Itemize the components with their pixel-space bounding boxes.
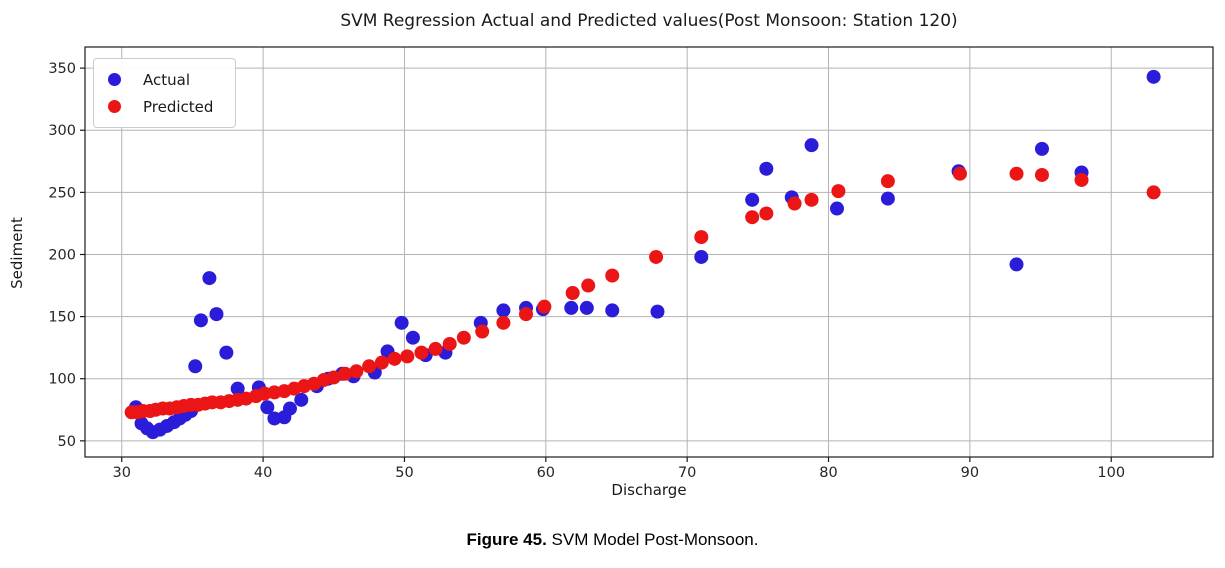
scatter-point-actual <box>1034 141 1049 156</box>
scatter-point-predicted <box>1146 185 1161 200</box>
plot-border <box>84 46 1214 458</box>
scatter-point-actual <box>1009 257 1024 272</box>
figure-caption-number: Figure 45. <box>466 530 547 549</box>
scatter-point-predicted <box>952 166 967 181</box>
scatter-point-predicted <box>519 307 534 322</box>
predicted-marker-icon <box>108 100 121 113</box>
scatter-point-actual <box>694 249 709 264</box>
scatter-point-predicted <box>694 230 709 245</box>
scatter-point-predicted <box>831 184 846 199</box>
scatter-point-predicted <box>605 268 620 283</box>
y-tick-label: 50 <box>58 434 76 450</box>
figure-caption-text: SVM Model Post-Monsoon. <box>546 530 759 549</box>
scatter-point-predicted <box>338 366 353 381</box>
legend-label-predicted: Predicted <box>143 97 214 116</box>
scatter-point-predicted <box>387 351 402 366</box>
scatter-point-actual <box>496 303 511 318</box>
scatter-point-actual <box>219 345 234 360</box>
scatter-point-predicted <box>414 345 429 360</box>
x-tick-label: 40 <box>254 465 272 481</box>
scatter-point-actual <box>193 313 208 328</box>
y-axis-label: Sediment <box>8 217 26 289</box>
scatter-point-predicted <box>581 278 596 293</box>
scatter-point-predicted <box>804 192 819 207</box>
scatter-point-predicted <box>362 359 377 374</box>
scatter-point-actual <box>294 392 309 407</box>
scatter-point-actual <box>650 304 665 319</box>
x-tick-label: 100 <box>1097 465 1125 481</box>
scatter-point-actual <box>394 315 409 330</box>
y-tick-label: 200 <box>48 247 76 263</box>
x-axis-label: Discharge <box>611 481 687 499</box>
legend-label-actual: Actual <box>143 70 190 89</box>
y-tick-label: 100 <box>48 372 76 388</box>
scatter-point-predicted <box>326 370 341 385</box>
y-tick-label: 300 <box>48 123 76 139</box>
scatter-point-predicted <box>1034 167 1049 182</box>
x-tick-label: 70 <box>678 465 696 481</box>
x-tick-label: 80 <box>819 465 837 481</box>
x-tick-label: 30 <box>113 465 131 481</box>
scatter-point-predicted <box>400 349 415 364</box>
scatter-point-actual <box>830 201 844 216</box>
scatter-point-actual <box>405 330 420 345</box>
scatter-point-predicted <box>1074 172 1089 187</box>
scatter-point-predicted <box>880 174 895 189</box>
scatter-point-predicted <box>442 336 457 351</box>
x-tick-label: 90 <box>961 465 979 481</box>
scatter-point-predicted <box>374 355 389 370</box>
scatter-plot-canvas: 30 40 50 60 70 80 90 100 50 100 150 200 250 300 350 <box>48 46 1214 481</box>
scatter-point-predicted <box>649 249 664 264</box>
scatter-point-predicted <box>565 286 580 300</box>
y-tick-label: 150 <box>48 310 76 326</box>
scatter-point-predicted <box>428 341 443 356</box>
scatter-point-predicted <box>1009 166 1024 181</box>
scatter-point-actual <box>282 401 297 416</box>
scatter-point-actual <box>579 300 594 315</box>
x-tick-label: 60 <box>537 465 555 481</box>
scatter-point-predicted <box>456 330 471 345</box>
chart-area: 30 40 50 60 70 80 90 100 50 100 150 200 250 300 350 SV… <box>8 11 1214 499</box>
scatter-point-predicted <box>349 364 364 379</box>
scatter-point-actual <box>230 381 245 396</box>
y-tick-label: 350 <box>48 61 76 77</box>
scatter-point-actual <box>188 359 203 374</box>
scatter-point-actual <box>564 300 579 315</box>
actual-marker-icon <box>108 73 121 86</box>
scatter-point-predicted <box>787 196 802 211</box>
scatter-point-actual <box>605 303 620 318</box>
y-tick-label: 250 <box>48 185 76 201</box>
x-tick-label: 50 <box>395 465 413 481</box>
scatter-point-actual <box>260 400 275 415</box>
scatter-point-actual <box>804 138 819 153</box>
legend-entry-actual: Actual <box>108 66 225 93</box>
scatter-point-actual <box>880 191 895 206</box>
legend: Actual Predicted <box>93 58 236 128</box>
scatter-point-predicted <box>759 206 774 221</box>
figure-caption: Figure 45. SVM Model Post-Monsoon. <box>0 530 1225 550</box>
chart-title: SVM Regression Actual and Predicted valu… <box>340 11 958 31</box>
scatter-point-predicted <box>496 315 511 330</box>
scatter-point-predicted <box>745 210 760 225</box>
scatter-point-actual <box>209 307 224 322</box>
scatter-point-predicted <box>537 299 552 314</box>
scatter-point-actual <box>1146 69 1161 84</box>
scatter-point-actual <box>759 161 774 176</box>
scatter-point-actual <box>745 192 760 207</box>
legend-entry-predicted: Predicted <box>108 93 225 120</box>
scatter-point-predicted <box>475 324 490 339</box>
scatter-point-actual <box>202 271 217 286</box>
